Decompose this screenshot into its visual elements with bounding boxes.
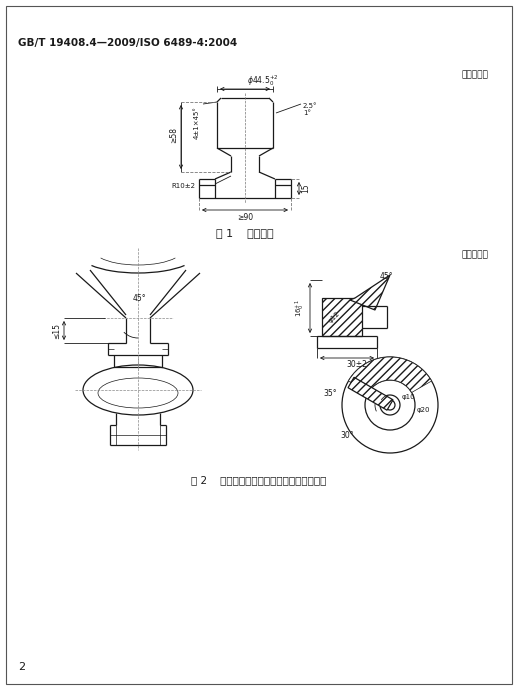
Text: 30±2: 30±2	[347, 360, 367, 369]
Polygon shape	[348, 377, 393, 410]
Text: GB/T 19408.4—2009/ISO 6489-4:2004: GB/T 19408.4—2009/ISO 6489-4:2004	[18, 38, 237, 48]
Text: 15: 15	[301, 184, 310, 193]
Text: ≥58: ≥58	[169, 127, 178, 143]
Text: 2.5°
1°: 2.5° 1°	[303, 103, 318, 116]
Text: ≥90: ≥90	[237, 213, 253, 222]
Text: 图 1    销子尺寸: 图 1 销子尺寸	[216, 228, 274, 238]
Text: 图 2    限位器边界面的尺寸（最大尺寸情况）: 图 2 限位器边界面的尺寸（最大尺寸情况）	[191, 475, 327, 485]
Wedge shape	[349, 357, 431, 393]
Text: 35°: 35°	[323, 388, 337, 397]
Text: 2: 2	[18, 662, 25, 672]
Text: 45°: 45°	[133, 294, 147, 303]
Polygon shape	[322, 298, 362, 336]
Text: R10±2: R10±2	[171, 183, 195, 189]
Text: φ10: φ10	[402, 394, 415, 400]
Polygon shape	[350, 275, 390, 310]
Text: φ20: φ20	[417, 407, 430, 413]
Text: 单位为毫米: 单位为毫米	[461, 70, 488, 79]
Text: 45°: 45°	[380, 272, 394, 281]
Text: 30°: 30°	[340, 431, 354, 440]
Text: $\phi$44.5$^{+2}_{0}$: $\phi$44.5$^{+2}_{0}$	[247, 73, 279, 88]
Text: 16$^{+1}_{0}$: 16$^{+1}_{0}$	[294, 299, 307, 317]
Text: 4±1×45°: 4±1×45°	[194, 106, 200, 139]
Text: 单位为毫米: 单位为毫米	[461, 250, 488, 259]
Text: φ12: φ12	[327, 310, 341, 324]
Text: ≤15: ≤15	[52, 322, 61, 339]
